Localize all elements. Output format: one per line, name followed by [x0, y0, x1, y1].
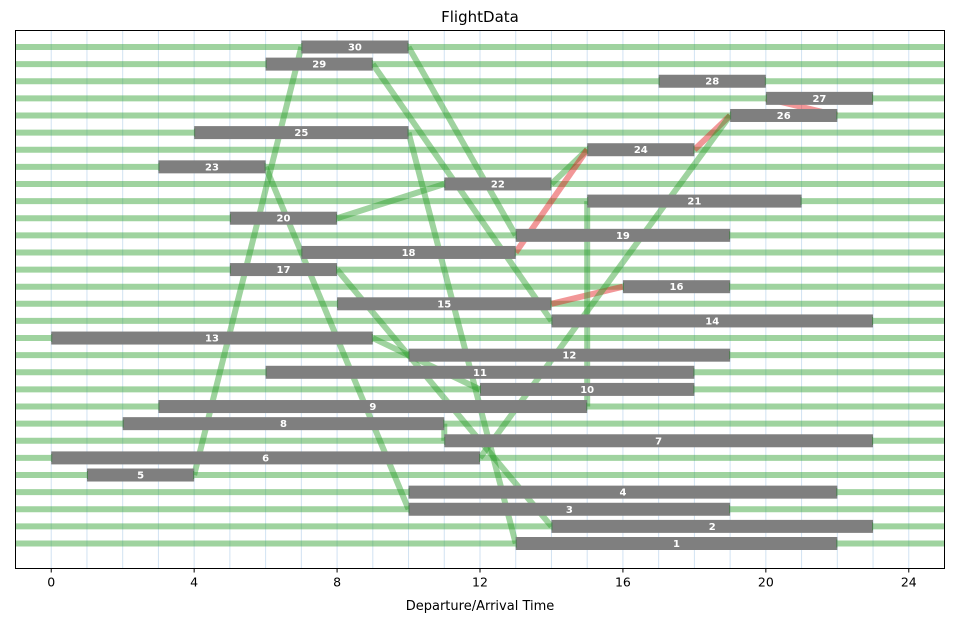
flight-label: 15: [437, 299, 451, 310]
connection-line: [692, 113, 733, 152]
flight-label: 3: [566, 505, 573, 516]
flight-label: 1: [673, 539, 680, 550]
flight-label: 19: [616, 231, 630, 242]
flight-bar: [444, 177, 552, 191]
flight-label: 4: [619, 488, 626, 499]
flight-bar: [301, 40, 409, 54]
flight-bar: [587, 143, 695, 157]
flight-bars: 1234567891011121314151617181920212223242…: [51, 40, 874, 550]
flight-label: 12: [562, 351, 576, 362]
flight-bar: [229, 211, 338, 225]
flight-bar: [194, 126, 409, 140]
flight-bar: [51, 451, 480, 465]
flight-label: 5: [137, 471, 144, 482]
flight-label: 30: [348, 43, 362, 54]
flight-label: 23: [205, 162, 219, 173]
flight-label: 7: [655, 436, 662, 447]
flight-label: 27: [812, 94, 826, 105]
connection-line: [550, 283, 624, 307]
flight-bar: [551, 314, 874, 328]
flight-bar: [408, 502, 731, 516]
flight-label: 22: [491, 179, 505, 190]
x-tick-label: 0: [47, 575, 55, 590]
flight-bar: [658, 74, 766, 88]
flight-label: 8: [280, 419, 287, 430]
x-axis-label: Departure/Arrival Time: [406, 599, 555, 614]
flight-bar: [301, 245, 516, 259]
flight-label: 16: [670, 282, 684, 293]
flight-bar: [587, 194, 802, 208]
flight-label: 9: [369, 402, 376, 413]
flight-bar: [86, 468, 195, 482]
flight-label: 21: [687, 197, 701, 208]
flight-label: 13: [205, 334, 219, 345]
connection-line: [334, 267, 554, 529]
flight-label: 2: [709, 522, 716, 533]
flight-label: 29: [312, 60, 326, 71]
flight-label: 24: [634, 145, 648, 156]
flight-label: 10: [580, 385, 594, 396]
flight-bar: [408, 485, 838, 499]
flight-label: 18: [402, 248, 416, 259]
flight-bar: [265, 365, 695, 379]
flight-bar: [515, 537, 838, 550]
x-tick-label: 12: [472, 575, 488, 590]
x-tick-label: 4: [190, 575, 198, 590]
flight-bar: [765, 91, 874, 105]
connection-line: [405, 131, 519, 545]
flight-label: 20: [277, 214, 291, 225]
x-tick-label: 16: [615, 575, 631, 590]
chart-title: FlightData: [441, 8, 519, 26]
connection-line: [370, 62, 554, 323]
flight-label: 25: [294, 128, 308, 139]
flight-bar: [730, 108, 838, 122]
x-tick-label: 24: [901, 575, 917, 590]
connection-line: [549, 147, 590, 187]
flight-bar: [337, 297, 552, 311]
flight-bar: [408, 348, 731, 362]
x-axis-ticks: 0 4 8 12 16 20 24: [47, 568, 917, 590]
flight-bar: [158, 400, 588, 414]
flight-bar: [158, 160, 266, 174]
flight-label: 14: [705, 316, 719, 327]
flight-label: 11: [473, 368, 487, 379]
flight-bar: [515, 228, 731, 242]
flight-label: 6: [262, 453, 269, 464]
x-tick-label: 8: [333, 575, 341, 590]
flight-label: 26: [777, 111, 791, 122]
flight-bar: [229, 263, 338, 277]
connection-line: [405, 45, 519, 237]
connection-line: [371, 335, 482, 393]
flight-bar: [551, 519, 874, 533]
flight-bar: [480, 382, 695, 396]
flight-bar: [122, 417, 445, 431]
flight-label: 28: [705, 77, 719, 88]
flight-bar: [51, 331, 373, 345]
flight-bar: [622, 280, 731, 294]
x-tick-label: 20: [758, 575, 774, 590]
flight-bar: [444, 434, 874, 448]
connection-line: [336, 181, 446, 222]
flight-bar: [265, 57, 373, 71]
flight-label: 17: [277, 265, 291, 276]
